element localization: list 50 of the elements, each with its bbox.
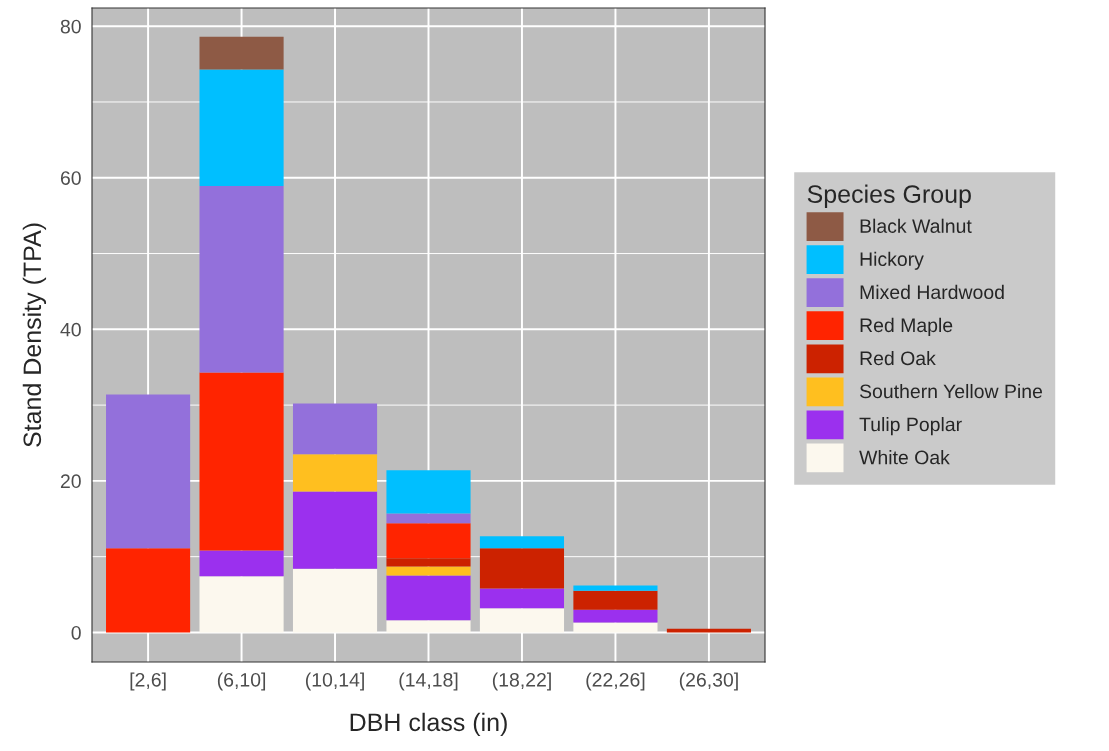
legend-label: Southern Yellow Pine [859,383,1043,399]
legend-label: Tulip Poplar [859,417,962,436]
bar [573,590,658,610]
x-tick-label: (6,10] [217,672,266,691]
bar [106,394,191,549]
legend-title: Species Group [807,184,971,208]
bar [386,566,471,576]
bar [573,609,658,623]
bar [479,608,565,633]
legend-label: Black Walnut [860,218,972,233]
legend-label: Red Maple [860,317,953,336]
bar [479,536,565,549]
bar [573,585,658,591]
bar [199,69,284,187]
bar [199,372,284,551]
y-tick-label: 0 [71,625,81,640]
y-tick-label: 20 [60,474,81,489]
bar [386,523,471,559]
x-tick-label: (18,22] [492,672,551,691]
bar [292,568,378,633]
bar [292,403,378,455]
bar [573,622,658,633]
bar [292,454,378,492]
bar [386,575,471,621]
legend-label: White Oak [859,450,950,465]
bar [199,550,284,577]
bar [386,620,471,633]
bar [106,548,191,633]
y-tick-label: 60 [60,171,81,185]
y-axis-title: Stand Density (TPA) [22,223,47,447]
bar [292,491,378,569]
bar [386,513,471,524]
bar [386,558,471,567]
x-tick-label: (10,14] [305,672,364,691]
legend-label: Red Oak [860,350,936,366]
bar [199,36,284,70]
y-tick-label: 40 [60,322,81,337]
x-tick-label: (22,26] [586,672,645,691]
legend-label: Mixed Hardwood [860,284,1004,300]
x-axis-title: DBH class (in) [350,712,507,737]
bar [479,548,565,589]
bar [199,186,284,373]
x-tick-label: (26,30] [679,672,738,691]
x-tick-label: [2,6] [130,672,166,691]
bar [479,588,565,609]
legend-label: Hickory [860,251,924,270]
y-tick-label: 80 [60,19,81,34]
x-tick-label: (14,18] [399,672,458,691]
bar [199,576,284,633]
bar [386,470,471,514]
